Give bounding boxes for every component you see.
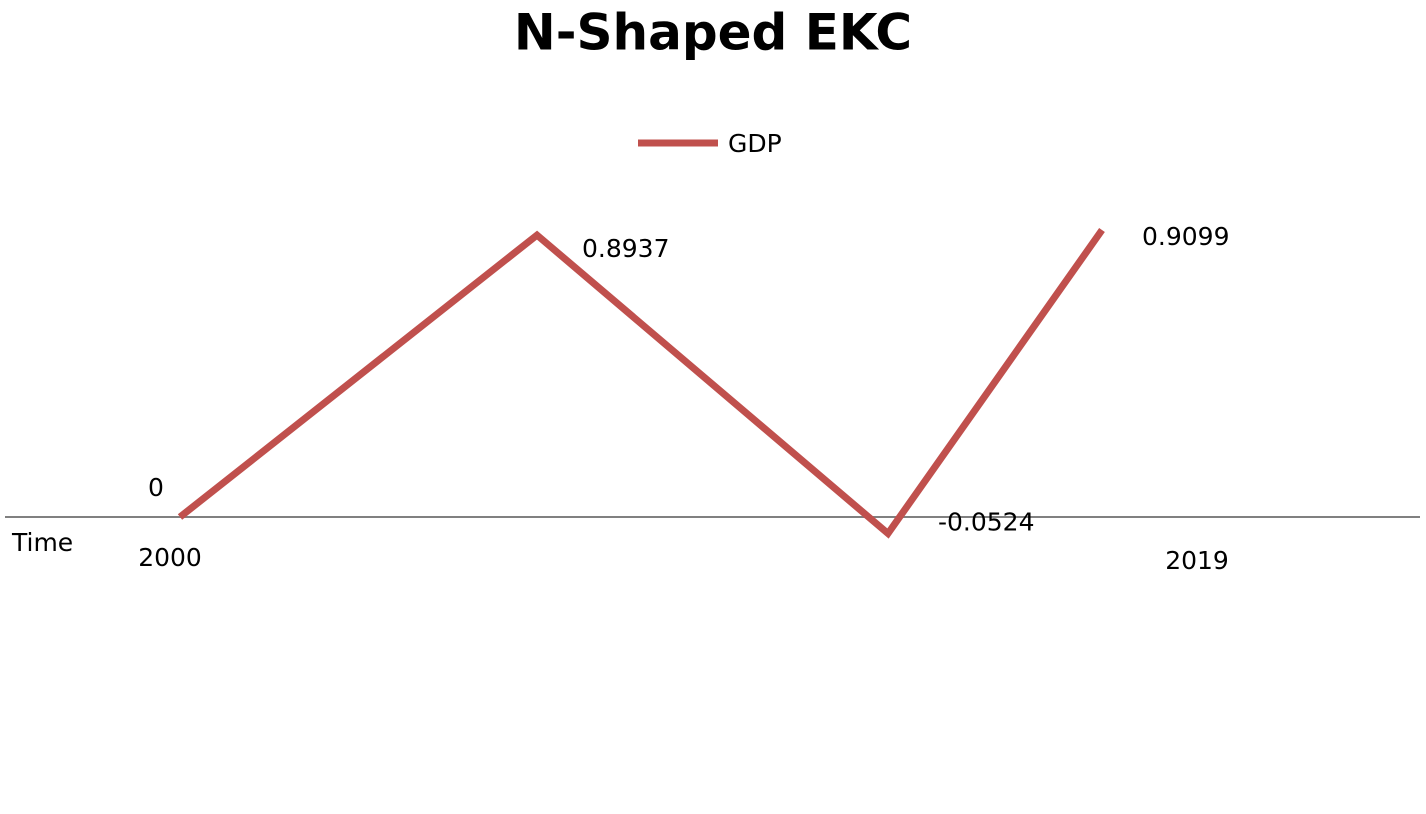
legend-label: GDP: [728, 129, 782, 158]
data-line: [177, 227, 1105, 539]
x-tick-label: 2019: [1165, 546, 1229, 575]
x-tick-label: 2000: [138, 543, 202, 572]
data-label: -0.0524: [938, 508, 1035, 537]
data-label: 0: [148, 473, 164, 502]
chart-title: N-Shaped EKC: [514, 4, 912, 62]
data-label: 0.8937: [582, 234, 669, 263]
data-label: 0.9099: [1142, 222, 1229, 251]
x-axis-label: Time: [11, 528, 73, 557]
